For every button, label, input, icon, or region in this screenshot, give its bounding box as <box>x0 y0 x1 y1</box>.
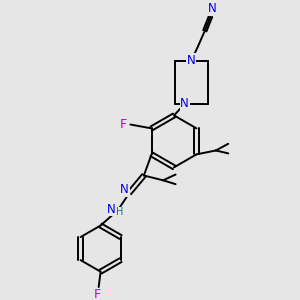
Text: N: N <box>187 54 196 67</box>
Text: N: N <box>120 183 129 196</box>
Text: F: F <box>120 118 127 131</box>
Text: N: N <box>180 98 189 110</box>
Text: N: N <box>107 203 116 216</box>
Text: F: F <box>94 288 101 300</box>
Text: H: H <box>116 207 124 217</box>
Text: N: N <box>208 2 217 15</box>
